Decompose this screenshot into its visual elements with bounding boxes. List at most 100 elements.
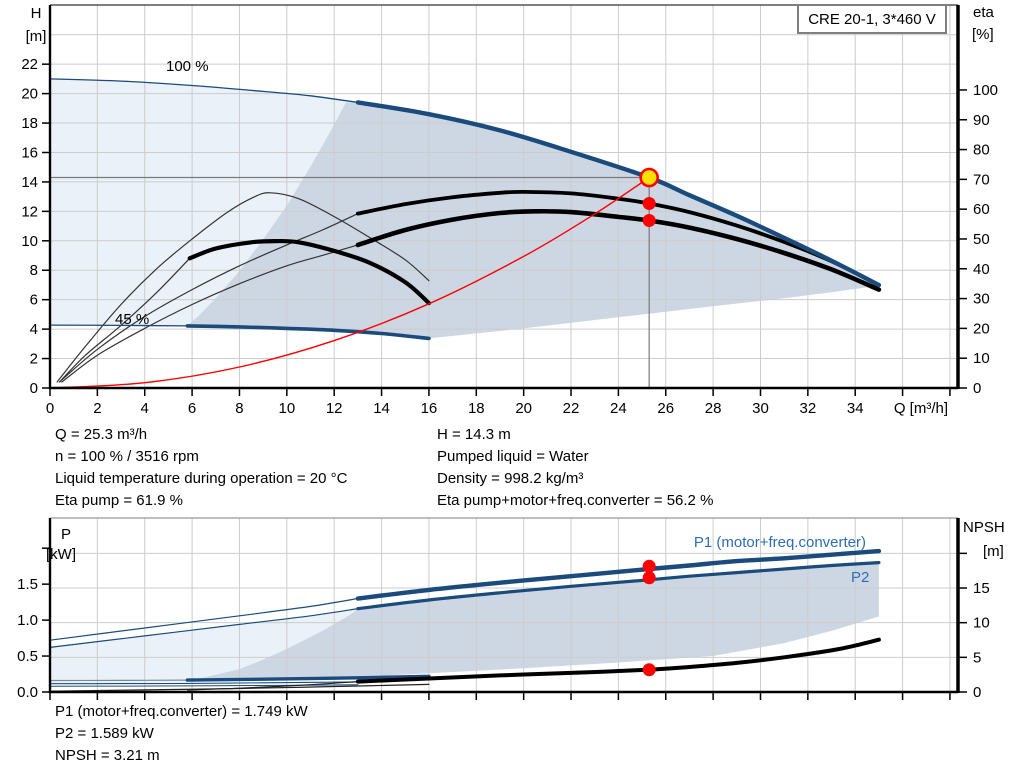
y-left-tick-label: 2 <box>30 351 38 368</box>
eta-pump-min-thin <box>56 192 430 383</box>
y-right-axis-title: NPSH <box>963 519 1005 536</box>
y-right-tick-label: 40 <box>973 261 990 278</box>
eta-total-point <box>642 213 656 227</box>
y-left-tick-label: 1.5 <box>17 576 38 593</box>
y-left-axis-title: P <box>61 526 71 543</box>
eta-total-max-thin <box>61 244 359 383</box>
p1-min-thick <box>185 674 431 682</box>
eta-pump-max-thin <box>58 213 359 383</box>
pump-model-box: CRE 20-1, 3*460 V <box>797 4 947 34</box>
y-right-axis-title: [%] <box>972 26 994 43</box>
pump-curve-min-thin <box>49 324 189 327</box>
x-tick-label: 12 <box>326 400 343 417</box>
y-left-axis-title: [kW] <box>46 546 76 563</box>
info-line-density: Density = 998.2 kg/m³ <box>437 470 584 487</box>
p2-curve-label: P2 <box>851 569 869 586</box>
pump-curve-min-thick <box>185 324 431 341</box>
y-left-tick-label: 20 <box>21 86 38 103</box>
y-left-tick-label: 12 <box>21 203 38 220</box>
p1-curve-label: P1 (motor+freq.converter) <box>694 534 866 551</box>
y-left-tick-label: 4 <box>30 321 38 338</box>
eta-total-max-thick <box>355 208 882 292</box>
power-info: P1 (motor+freq.converter) = 1.749 kW P2 … <box>55 701 308 767</box>
x-tick-label: 32 <box>800 400 817 417</box>
power-range-region-light <box>50 608 358 684</box>
y-left-tick-label: 1.0 <box>17 612 38 629</box>
x-tick-label: 28 <box>705 400 722 417</box>
y-right-axis-title: [m] <box>983 543 1004 560</box>
y-right-tick-label: 0 <box>973 380 981 397</box>
p1-point <box>642 559 656 573</box>
y-left-tick-label: 16 <box>21 144 38 161</box>
y-left-tick-label: 6 <box>30 292 38 309</box>
y-right-tick-label: 70 <box>973 171 990 188</box>
eta-total-min-thick <box>187 238 431 306</box>
eta-pump-point <box>642 197 656 211</box>
pump-curve-100-thick <box>355 100 882 288</box>
y-left-axis-title: [m] <box>26 28 47 45</box>
p2-point <box>642 571 656 585</box>
y-right-tick-label: 10 <box>973 350 990 367</box>
y-right-axis-title: eta <box>973 4 995 21</box>
duty-info-right: H = 14.3 m Pumped liquid = Water Density… <box>437 424 713 512</box>
y-left-tick-label: 22 <box>21 56 38 73</box>
info-line-temperature: Liquid temperature during operation = 20… <box>55 470 348 487</box>
y-left-tick-label: 0.0 <box>17 684 38 701</box>
x-tick-label: 18 <box>468 400 485 417</box>
npsh-point <box>642 663 656 677</box>
info-line-speed: n = 100 % / 3516 rpm <box>55 448 199 465</box>
info-line-flow: Q = 25.3 m³/h <box>55 426 148 443</box>
x-tick-label: 2 <box>93 400 101 417</box>
system-curve <box>49 176 650 389</box>
x-tick-label: 34 <box>847 400 864 417</box>
y-left-tick-label: 14 <box>21 174 38 191</box>
x-tick-label: 20 <box>515 400 532 417</box>
x-tick-label: 16 <box>421 400 438 417</box>
x-tick-label: 22 <box>563 400 580 417</box>
pump-curve-100-thin <box>49 78 359 104</box>
operating-envelope-region <box>187 102 879 339</box>
x-tick-label: 24 <box>610 400 627 417</box>
p2-curve-thick <box>356 561 881 611</box>
p1-curve-thick <box>355 548 882 601</box>
x-tick-label: 30 <box>752 400 769 417</box>
speed-label-45: 45 % <box>115 311 149 328</box>
pump-model-label: CRE 20-1, 3*460 V <box>808 10 936 28</box>
chart-1: 0.0 0.5 1.0 1.5 0 5 10 15 P [kW] NPSH [m] P1 (motor+… <box>17 517 1005 701</box>
x-tick-label: 0 <box>46 400 54 417</box>
power-envelope-region <box>187 562 879 682</box>
y-left-axis-title: H <box>31 5 42 22</box>
y-left-tick-label: 0.5 <box>17 648 38 665</box>
axes: 0.0 0.5 1.0 1.5 0 5 10 15 P [kW] NPSH [m] <box>17 517 1005 701</box>
p2-curve-thin <box>49 608 359 648</box>
speed-range-region-light <box>50 78 358 326</box>
gridlines <box>50 518 958 692</box>
info-line-liquid: Pumped liquid = Water <box>437 448 589 465</box>
y-left-tick-label: 18 <box>21 115 38 132</box>
duty-point-crosshair <box>50 176 650 388</box>
y-right-tick-label: 5 <box>973 649 981 666</box>
y-right-tick-label: 80 <box>973 142 990 159</box>
y-right-tick-label: 15 <box>973 580 990 597</box>
npsh-curve-thick <box>355 637 881 684</box>
info-line-p2: P2 = 1.589 kW <box>55 725 154 742</box>
p1-curve-thin <box>49 597 359 641</box>
y-left-tick-label: 10 <box>21 233 38 250</box>
y-left-tick-label: 0 <box>30 380 38 397</box>
y-right-tick-label: 90 <box>973 112 990 129</box>
y-right-tick-label: 30 <box>973 291 990 308</box>
info-line-p1: P1 (motor+freq.converter) = 1.749 kW <box>55 703 308 720</box>
duty-point-marker[interactable] <box>639 167 659 188</box>
x-tick-label: 26 <box>657 400 674 417</box>
y-right-tick-label: 20 <box>973 320 990 337</box>
y-right-tick-label: 50 <box>973 231 990 248</box>
y-right-tick-label: 100 <box>973 82 998 99</box>
p2-min-thin <box>49 681 359 685</box>
duty-info-left: Q = 25.3 m³/h n = 100 % / 3516 rpm Liqui… <box>55 424 347 512</box>
chart-0: 0 2 4 6 8 10 12 14 16 18 20 22 24 26 28 30 32 34024681012… <box>21 4 998 417</box>
y-left-tick-label: 8 <box>30 262 38 279</box>
info-line-eta-total: Eta pump+motor+freq.converter = 56.2 % <box>437 492 714 509</box>
x-tick-label: 10 <box>278 400 295 417</box>
